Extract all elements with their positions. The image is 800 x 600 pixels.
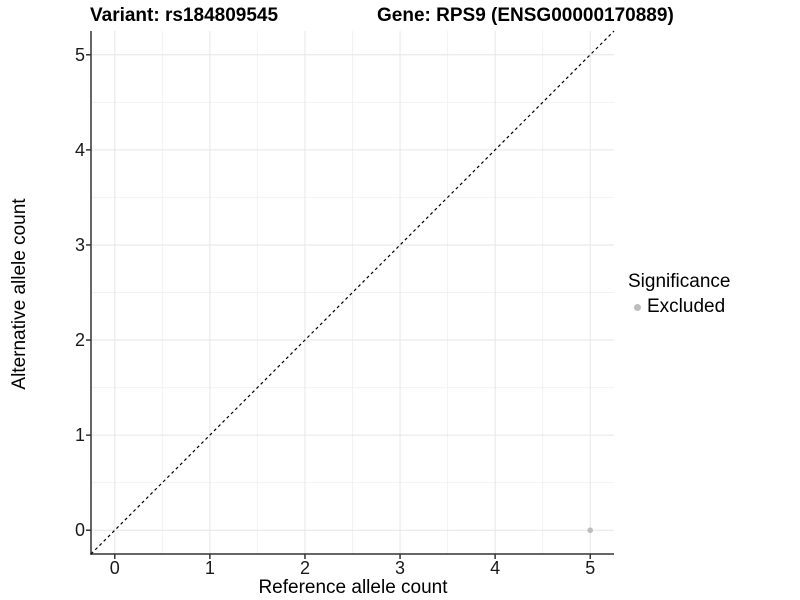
x-tick-label: 2 [299, 558, 310, 578]
y-tick-label: 4 [74, 139, 85, 160]
legend-point-icon [634, 303, 641, 311]
legend-title: Significance [628, 271, 731, 292]
x-tick-label: 3 [395, 558, 406, 578]
y-tick-label: 3 [74, 234, 85, 255]
data-point-excluded [587, 527, 594, 534]
legend-item-label: Excluded [647, 296, 726, 317]
x-tick-label: 5 [585, 558, 596, 578]
plot-title-gene: Gene: RPS9 (ENSG00000170889) [377, 5, 674, 26]
y-axis-title: Alternative allele count [9, 198, 30, 390]
x-tick-label: 0 [109, 558, 120, 578]
x-axis-title: Reference allele count [0, 577, 800, 599]
legend-item-excluded: Excluded [628, 296, 730, 318]
y-tick-label: 5 [74, 44, 85, 65]
y-tick-label: 0 [74, 520, 85, 541]
y-tick-label: 2 [74, 330, 85, 351]
plot-title-variant: Variant: rs184809545 [90, 5, 279, 26]
x-tick-label: 4 [490, 558, 501, 578]
x-axis-title-text: Reference allele count [258, 577, 448, 598]
legend: Significance Excluded [628, 271, 730, 318]
x-tick-label: 1 [204, 558, 215, 578]
y-tick-label: 1 [74, 425, 85, 446]
